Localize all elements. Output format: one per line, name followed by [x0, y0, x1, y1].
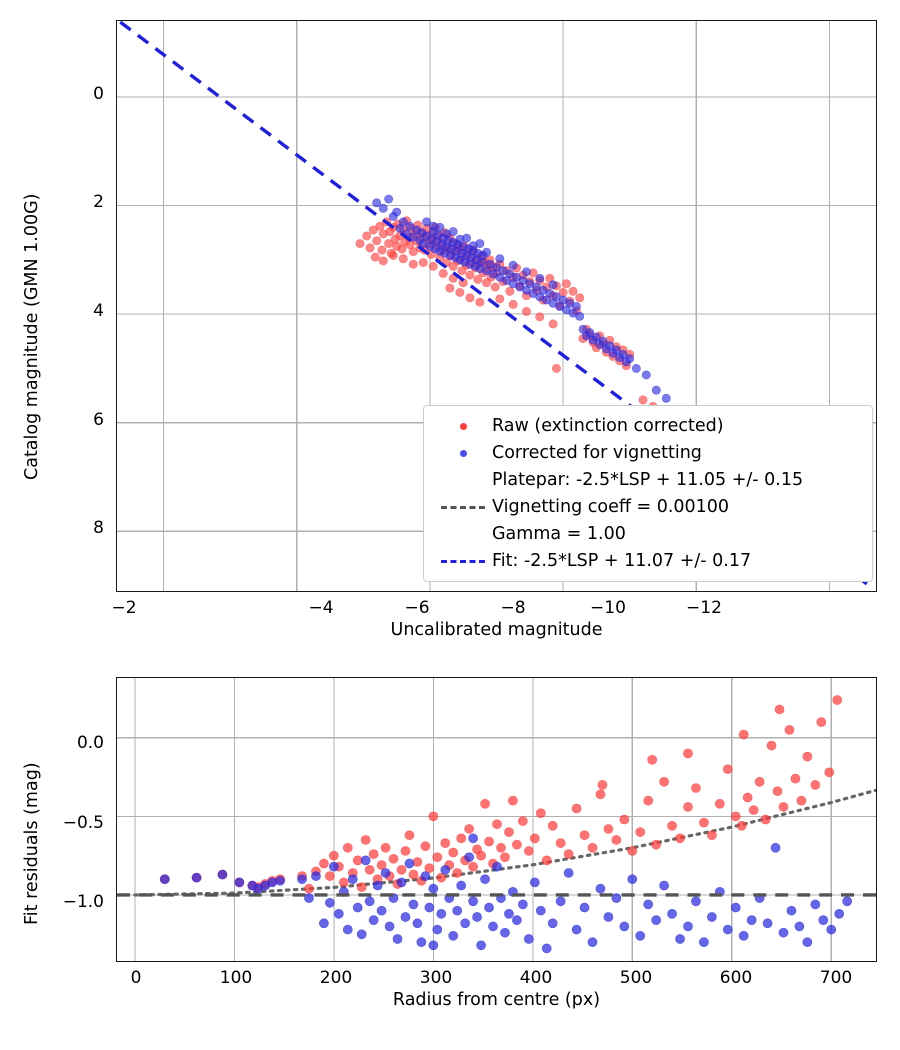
fit-residuals-canvas — [117, 678, 876, 961]
legend-item-corrected[interactable]: Corrected for vignetting — [434, 440, 862, 467]
top-x-axis-label: Uncalibrated magnitude — [390, 620, 603, 640]
bottom-xtick-300: 300 — [419, 968, 453, 988]
bottom-xtick-400: 400 — [519, 968, 553, 988]
legend-label-gamma: Gamma = 1.00 — [492, 523, 626, 544]
legend-label-fit: Fit: -2.5*LSP + 11.07 +/- 0.17 — [492, 550, 752, 571]
top-xtick-m2: −2 — [111, 598, 137, 618]
bottom-xtick-700: 700 — [819, 968, 853, 988]
legend-label-platepar-fit: Platepar: -2.5*LSP + 11.05 +/- 0.15 — [492, 469, 804, 490]
top-ytick-6: 6 — [93, 410, 104, 430]
fit-residuals-plot — [116, 677, 877, 962]
plot-legend[interactable]: Raw (extinction corrected) Corrected for… — [423, 405, 873, 582]
legend-item-platepar[interactable]: Platepar: -2.5*LSP + 11.05 +/- 0.15 Vign… — [434, 467, 862, 548]
gray-dashed-line-icon — [434, 506, 492, 509]
top-ytick-0: 0 — [93, 84, 104, 104]
bottom-xtick-100: 100 — [219, 968, 253, 988]
blue-dot-icon — [434, 450, 492, 457]
legend-item-raw[interactable]: Raw (extinction corrected) — [434, 413, 862, 440]
top-xtick-m6: −6 — [404, 598, 430, 618]
bottom-xtick-0: 0 — [130, 968, 142, 988]
bottom-ytick-m10: −1.0 — [62, 892, 104, 912]
legend-label-vignetting-coeff: Vignetting coeff = 0.00100 — [492, 496, 730, 517]
bottom-x-axis-label: Radius from centre (px) — [392, 990, 601, 1010]
top-xtick-m10: −10 — [590, 598, 626, 618]
bottom-xtick-200: 200 — [319, 968, 353, 988]
bottom-ytick-m05: −0.5 — [62, 813, 104, 833]
bottom-xtick-500: 500 — [619, 968, 653, 988]
legend-label-corrected: Corrected for vignetting — [492, 442, 702, 463]
top-ytick-2: 2 — [93, 192, 104, 212]
bottom-y-axis-label: Fit residuals (mag) — [22, 762, 42, 925]
top-y-axis-label: Catalog magnitude (GMN 1.00G) — [22, 193, 42, 481]
red-dot-icon — [434, 423, 492, 430]
blue-dashed-line-icon — [434, 560, 492, 563]
top-xtick-m4: −4 — [308, 598, 334, 618]
legend-item-fit[interactable]: Fit: -2.5*LSP + 11.07 +/- 0.17 — [434, 548, 862, 575]
top-xtick-m8: −8 — [500, 598, 526, 618]
top-xtick-m12: −12 — [686, 598, 722, 618]
top-ytick-8: 8 — [93, 518, 104, 538]
top-ytick-4: 4 — [93, 301, 104, 321]
bottom-ytick-0: 0.0 — [76, 733, 104, 753]
bottom-xtick-600: 600 — [719, 968, 753, 988]
legend-label-raw: Raw (extinction corrected) — [492, 415, 724, 436]
